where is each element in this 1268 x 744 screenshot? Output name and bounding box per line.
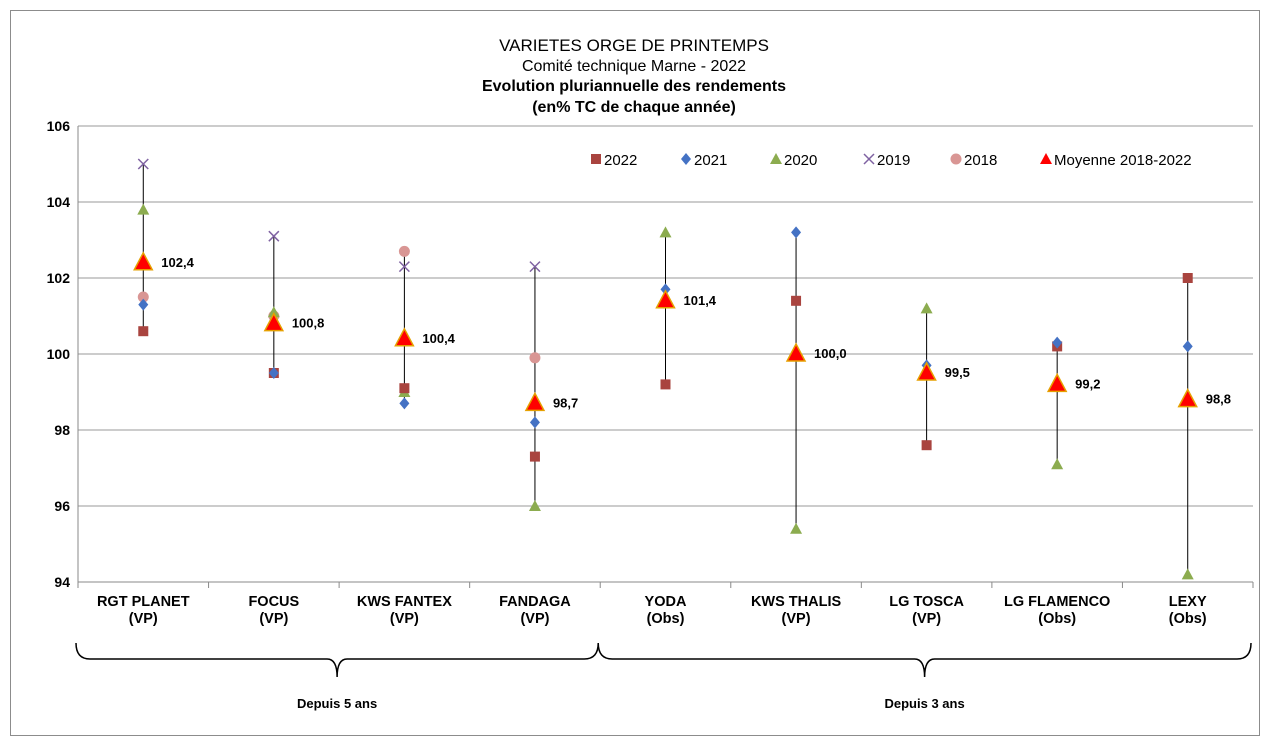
point-2020 bbox=[1051, 458, 1064, 470]
point-2019 bbox=[268, 230, 280, 242]
point-2020 bbox=[1181, 568, 1194, 580]
legend-marker bbox=[770, 153, 782, 164]
point-2022 bbox=[791, 295, 802, 306]
chart-title: VARIETES ORGE DE PRINTEMPS bbox=[499, 36, 769, 55]
point-moyenne-2018-2022 bbox=[785, 342, 807, 362]
point-moyenne-2018-2022 bbox=[263, 311, 285, 332]
legend-marker bbox=[591, 154, 601, 164]
point-2021 bbox=[399, 397, 410, 410]
point-2019 bbox=[529, 261, 541, 273]
point-2020 bbox=[137, 203, 150, 215]
mean-data-label: 99,2 bbox=[1075, 376, 1100, 391]
mean-data-label: 102,4 bbox=[161, 255, 194, 270]
point-moyenne-2018-2022 bbox=[524, 391, 546, 412]
mean-data-label: 100,8 bbox=[292, 316, 325, 331]
mean-data-label: 101,4 bbox=[684, 293, 717, 308]
y-tick-label: 98 bbox=[54, 422, 70, 438]
point-2020 bbox=[659, 226, 672, 238]
y-tick-label: 106 bbox=[47, 118, 71, 134]
point-2022 bbox=[399, 383, 410, 394]
legend-label: 2022 bbox=[604, 152, 637, 169]
group-label: Depuis 5 ans bbox=[297, 696, 377, 711]
category-label: FANDAGA bbox=[499, 594, 571, 610]
category-label: KWS THALIS bbox=[751, 594, 842, 610]
legend-marker bbox=[1040, 153, 1052, 164]
point-2021 bbox=[791, 226, 802, 239]
legend-label: 2018 bbox=[964, 152, 997, 169]
category-sublabel: (VP) bbox=[520, 611, 549, 627]
chart-frame bbox=[10, 10, 1260, 736]
point-moyenne-2018-2022 bbox=[133, 251, 154, 271]
y-tick-label: 94 bbox=[54, 574, 70, 590]
point-2019 bbox=[398, 261, 410, 273]
point-2021 bbox=[1052, 336, 1063, 349]
group-brace bbox=[597, 642, 1252, 678]
category-sublabel: (VP) bbox=[912, 611, 941, 627]
legend-label: Moyenne 2018-2022 bbox=[1054, 152, 1192, 169]
mean-data-label: 98,8 bbox=[1206, 392, 1231, 407]
point-2020 bbox=[267, 306, 280, 318]
point-2018 bbox=[529, 352, 541, 364]
group-brace bbox=[75, 642, 599, 678]
y-tick-label: 100 bbox=[47, 346, 71, 362]
y-tick-label: 96 bbox=[54, 498, 70, 514]
point-2019 bbox=[137, 158, 149, 170]
point-2021 bbox=[138, 298, 149, 311]
point-2021 bbox=[529, 416, 540, 429]
category-label: LG FLAMENCO bbox=[1004, 594, 1110, 610]
point-moyenne-2018-2022 bbox=[1177, 387, 1198, 408]
category-label: LEXY bbox=[1169, 594, 1207, 610]
point-2022 bbox=[138, 326, 149, 337]
category-sublabel: (Obs) bbox=[1169, 611, 1207, 627]
legend-marker bbox=[863, 153, 875, 165]
legend-marker bbox=[950, 153, 962, 165]
point-2020 bbox=[790, 522, 803, 534]
y-tick-label: 104 bbox=[47, 194, 71, 210]
point-moyenne-2018-2022 bbox=[1046, 372, 1068, 393]
point-2022 bbox=[921, 440, 932, 451]
point-2021 bbox=[268, 367, 279, 379]
chart-title-3: (en% TC de chaque année) bbox=[532, 99, 736, 116]
category-sublabel: (Obs) bbox=[1038, 611, 1076, 627]
legend-label: 2020 bbox=[784, 152, 817, 169]
mean-data-label: 100,4 bbox=[422, 331, 455, 346]
point-moyenne-2018-2022 bbox=[916, 361, 937, 381]
legend-label: 2019 bbox=[877, 152, 910, 169]
point-moyenne-2018-2022 bbox=[394, 327, 415, 347]
category-sublabel: (Obs) bbox=[647, 611, 685, 627]
point-2022 bbox=[660, 379, 671, 390]
category-sublabel: (VP) bbox=[129, 611, 158, 627]
point-2022 bbox=[529, 451, 540, 462]
point-2020 bbox=[920, 302, 933, 314]
chart-subtitle: Comité technique Marne - 2022 bbox=[521, 58, 747, 75]
category-sublabel: (VP) bbox=[259, 611, 288, 627]
category-label: KWS FANTEX bbox=[357, 594, 452, 610]
category-label: YODA bbox=[645, 594, 687, 610]
category-sublabel: (VP) bbox=[390, 611, 419, 627]
point-2022 bbox=[1182, 273, 1193, 283]
y-tick-label: 102 bbox=[47, 270, 71, 286]
chart-title-2: Evolution pluriannuelle des rendements bbox=[481, 78, 787, 95]
mean-data-label: 98,7 bbox=[553, 395, 578, 410]
mean-data-label: 99,5 bbox=[945, 365, 970, 380]
point-2020 bbox=[528, 500, 541, 511]
mean-data-label: 100,0 bbox=[814, 346, 847, 361]
legend-label: 2021 bbox=[694, 152, 727, 169]
point-2018 bbox=[137, 291, 149, 303]
group-label: Depuis 3 ans bbox=[885, 696, 965, 711]
point-2021 bbox=[1182, 340, 1193, 353]
point-2018 bbox=[398, 245, 410, 257]
category-label: FOCUS bbox=[248, 594, 299, 610]
legend-marker bbox=[681, 153, 691, 165]
category-sublabel: (VP) bbox=[782, 611, 811, 627]
category-label: LG TOSCA bbox=[889, 594, 964, 610]
category-label: RGT PLANET bbox=[97, 594, 190, 610]
point-moyenne-2018-2022 bbox=[655, 289, 676, 309]
